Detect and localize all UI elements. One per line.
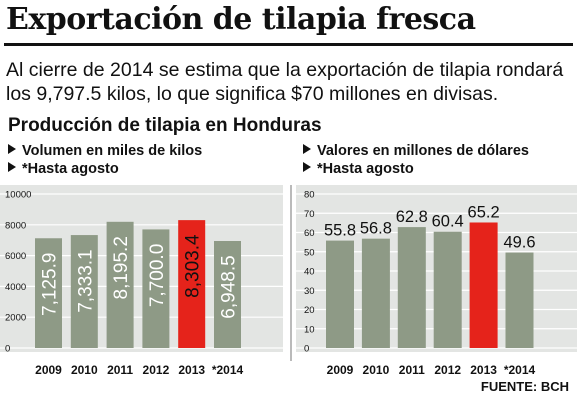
page-title: Exportación de tilapia fresca bbox=[6, 2, 476, 37]
value-y-tick-label: 70 bbox=[304, 209, 315, 220]
volume-y-tick-label: 6000 bbox=[5, 251, 26, 262]
value-bar bbox=[326, 240, 354, 348]
triangle-bullet-icon bbox=[303, 162, 311, 172]
volume-period-text: *Hasta agosto bbox=[22, 161, 119, 177]
value-bar bbox=[505, 252, 534, 348]
volume-x-category-label: 2013 bbox=[178, 363, 205, 377]
value-bar bbox=[469, 222, 498, 348]
triangle-bullet-icon bbox=[8, 162, 16, 172]
value-x-category-label: 2013 bbox=[470, 363, 497, 377]
value-y-tick-label: 10 bbox=[304, 324, 315, 335]
value-x-category-label: 2011 bbox=[399, 363, 425, 377]
value-x-category-label: 2010 bbox=[363, 363, 390, 377]
volume-x-category-label: 2011 bbox=[107, 363, 133, 377]
value-unit-note: Valores en millones de dólares bbox=[303, 143, 529, 159]
triangle-bullet-icon bbox=[8, 144, 16, 154]
volume-bar bbox=[214, 240, 241, 348]
volume-bar bbox=[142, 229, 170, 348]
volume-bar-value-label: 8,195.2 bbox=[111, 236, 132, 299]
value-y-tick-label: 0 bbox=[304, 344, 309, 355]
value-x-category-label: 2012 bbox=[434, 363, 461, 377]
volume-unit-note: Volumen en miles de kilos bbox=[8, 143, 202, 159]
value-unit-text: Valores en millones de dólares bbox=[317, 143, 529, 159]
value-bar bbox=[361, 238, 390, 348]
volume-y-tick-label: 4000 bbox=[5, 282, 26, 293]
volume-period-note: *Hasta agosto bbox=[8, 161, 119, 177]
volume-bar bbox=[35, 238, 62, 348]
chart-section-subtitle: Producción de tilapia en Honduras bbox=[8, 115, 322, 136]
volume-bar-value-label: 7,333.1 bbox=[75, 249, 96, 312]
volume-y-tick-label: 10000 bbox=[5, 190, 31, 201]
value-bar-value-label: 49.6 bbox=[503, 234, 535, 252]
volume-bar bbox=[106, 221, 134, 348]
volume-bar-value-label: 6,948.5 bbox=[219, 255, 240, 318]
value-bar-chart: 0 10 20 30 40 50 60 70 80 55.8 2009 56.8 2010 62.8 201… bbox=[290, 185, 577, 377]
volume-x-category-label: *2014 bbox=[212, 363, 244, 377]
value-bar bbox=[433, 231, 462, 348]
volume-bar-value-label: 8,303.4 bbox=[183, 234, 204, 298]
lead-paragraph: Al cierre de 2014 se estima que la expor… bbox=[6, 59, 564, 105]
volume-bar-value-label: 7,700.0 bbox=[147, 244, 168, 307]
volume-x-category-label: 2009 bbox=[35, 363, 62, 377]
volume-bar bbox=[178, 220, 206, 348]
volume-x-category-label: 2012 bbox=[143, 363, 170, 377]
triangle-bullet-icon bbox=[303, 144, 311, 154]
value-x-category-label: *2014 bbox=[504, 363, 536, 377]
volume-y-tick-label: 2000 bbox=[5, 313, 26, 324]
value-y-tick-label: 50 bbox=[304, 247, 315, 258]
value-y-tick-label: 80 bbox=[304, 190, 315, 201]
value-bar-value-label: 60.4 bbox=[432, 213, 464, 231]
source-credit: FUENTE: BCH bbox=[480, 379, 569, 394]
value-bar-value-label: 62.8 bbox=[396, 208, 428, 226]
volume-unit-text: Volumen en miles de kilos bbox=[22, 143, 203, 159]
value-y-tick-label: 30 bbox=[304, 286, 315, 297]
value-bar bbox=[397, 227, 426, 348]
title-rule bbox=[4, 43, 573, 46]
value-period-note: *Hasta agosto bbox=[303, 161, 414, 177]
value-y-tick-label: 20 bbox=[304, 305, 315, 316]
value-bar-value-label: 65.2 bbox=[468, 203, 500, 221]
value-y-tick-label: 40 bbox=[304, 267, 315, 278]
volume-bar-value-label: 7,125.9 bbox=[40, 253, 61, 316]
value-x-category-label: 2009 bbox=[327, 363, 354, 377]
volume-x-category-label: 2010 bbox=[71, 363, 98, 377]
volume-y-tick-label: 8000 bbox=[5, 220, 26, 231]
value-y-tick-label: 60 bbox=[304, 228, 315, 239]
volume-y-tick-label: 0 bbox=[5, 344, 10, 355]
volume-bar-chart: 0 2000 4000 6000 8000 10000 7,125.9 2009 7,333.1… bbox=[0, 185, 283, 377]
value-bar-value-label: 55.8 bbox=[324, 222, 356, 240]
volume-bar bbox=[70, 235, 98, 348]
value-period-text: *Hasta agosto bbox=[317, 161, 414, 177]
value-bar-value-label: 56.8 bbox=[360, 220, 392, 238]
